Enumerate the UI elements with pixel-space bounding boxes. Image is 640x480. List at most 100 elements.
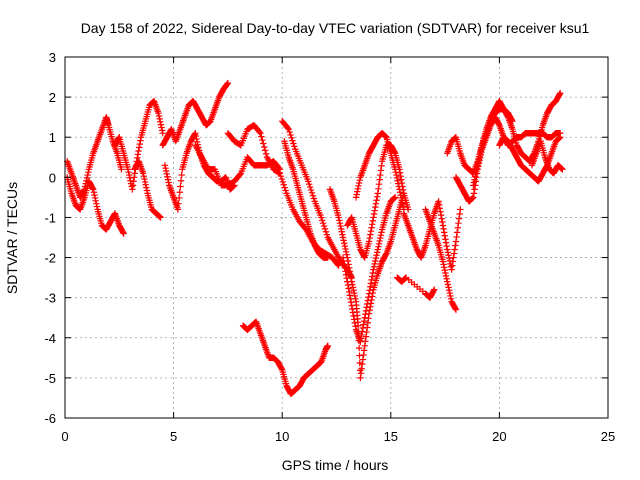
data-point [346, 288, 353, 296]
data-point [279, 178, 287, 186]
data-point [352, 194, 360, 201]
data-point [376, 237, 383, 245]
data-point [444, 246, 451, 253]
data-point [308, 189, 316, 197]
series-track-21 [470, 89, 564, 189]
data-point [124, 166, 132, 173]
series-track-11 [281, 138, 332, 261]
data-point [367, 280, 375, 287]
data-point [352, 323, 359, 330]
data-point [320, 222, 328, 230]
data-point [177, 177, 185, 184]
data-point [130, 174, 138, 181]
data-point [457, 206, 464, 213]
data-point [449, 258, 457, 265]
chart-title: Day 158 of 2022, Sidereal Day-to-day VTE… [81, 20, 590, 36]
data-point [445, 287, 453, 294]
x-axis-label: GPS time / hours [282, 457, 389, 473]
data-point [162, 164, 169, 172]
data-point [135, 147, 142, 155]
data-point [157, 118, 164, 125]
data-point [354, 188, 361, 195]
data-point [378, 162, 385, 170]
data-point [440, 264, 448, 271]
data-point [143, 184, 150, 191]
data-point [393, 174, 401, 182]
data-point [377, 171, 384, 179]
data-point [430, 287, 437, 294]
data-point [157, 214, 164, 221]
series-track-18 [394, 274, 438, 301]
data-point [339, 254, 347, 261]
data-point [431, 286, 438, 293]
data-point [126, 171, 133, 179]
data-point [452, 238, 460, 245]
data-point [163, 170, 170, 178]
data-point [377, 232, 385, 239]
data-point [83, 174, 91, 182]
data-point [257, 130, 264, 137]
x-tick-label: 25 [601, 429, 615, 444]
data-point [376, 176, 383, 183]
data-point [159, 130, 166, 137]
data-point [367, 283, 374, 290]
data-point [399, 200, 406, 207]
data-point [440, 229, 448, 236]
data-point [158, 124, 165, 131]
data-point [256, 128, 263, 136]
data-point [361, 342, 368, 349]
data-point [359, 328, 366, 335]
data-point [310, 195, 318, 202]
data-point [455, 215, 463, 222]
data-point [360, 321, 367, 328]
data-point [343, 274, 350, 282]
data-point [475, 156, 483, 163]
data-point [139, 170, 147, 177]
data-point [178, 171, 185, 179]
data-point [364, 297, 372, 304]
data-point [347, 215, 355, 222]
data-point [346, 292, 354, 299]
data-point [447, 292, 454, 300]
data-point [455, 219, 462, 227]
data-point [364, 300, 371, 308]
data-point [447, 263, 455, 270]
data-point [478, 144, 485, 152]
data-point [442, 236, 449, 243]
data-point [355, 182, 362, 190]
data-point [436, 201, 443, 209]
data-point [360, 347, 368, 354]
data-point [365, 293, 372, 301]
data-point [452, 242, 459, 249]
data-point [287, 131, 294, 139]
data-point [445, 252, 452, 259]
data-point [372, 200, 380, 207]
data-point [477, 147, 484, 155]
data-point [470, 194, 477, 201]
data-point [360, 317, 368, 325]
data-point [337, 225, 345, 233]
data-point [396, 186, 403, 193]
data-point [452, 305, 459, 312]
data-point [382, 251, 390, 258]
data-point [286, 128, 293, 136]
data-point [161, 162, 169, 169]
data-point [341, 264, 349, 272]
data-point [444, 249, 452, 256]
data-point [439, 258, 447, 265]
data-point [368, 224, 375, 231]
data-point [447, 295, 455, 303]
data-point [261, 143, 268, 151]
data-point [435, 198, 442, 205]
data-point [336, 217, 343, 224]
data-point [443, 275, 450, 282]
data-point [278, 175, 286, 183]
data-point [391, 194, 399, 201]
data-point [449, 262, 456, 269]
data-point [130, 178, 137, 185]
data-point [400, 203, 407, 210]
y-tick-label: -1 [44, 210, 56, 225]
data-point [359, 324, 367, 332]
data-point [471, 186, 478, 193]
data-point [369, 217, 377, 225]
